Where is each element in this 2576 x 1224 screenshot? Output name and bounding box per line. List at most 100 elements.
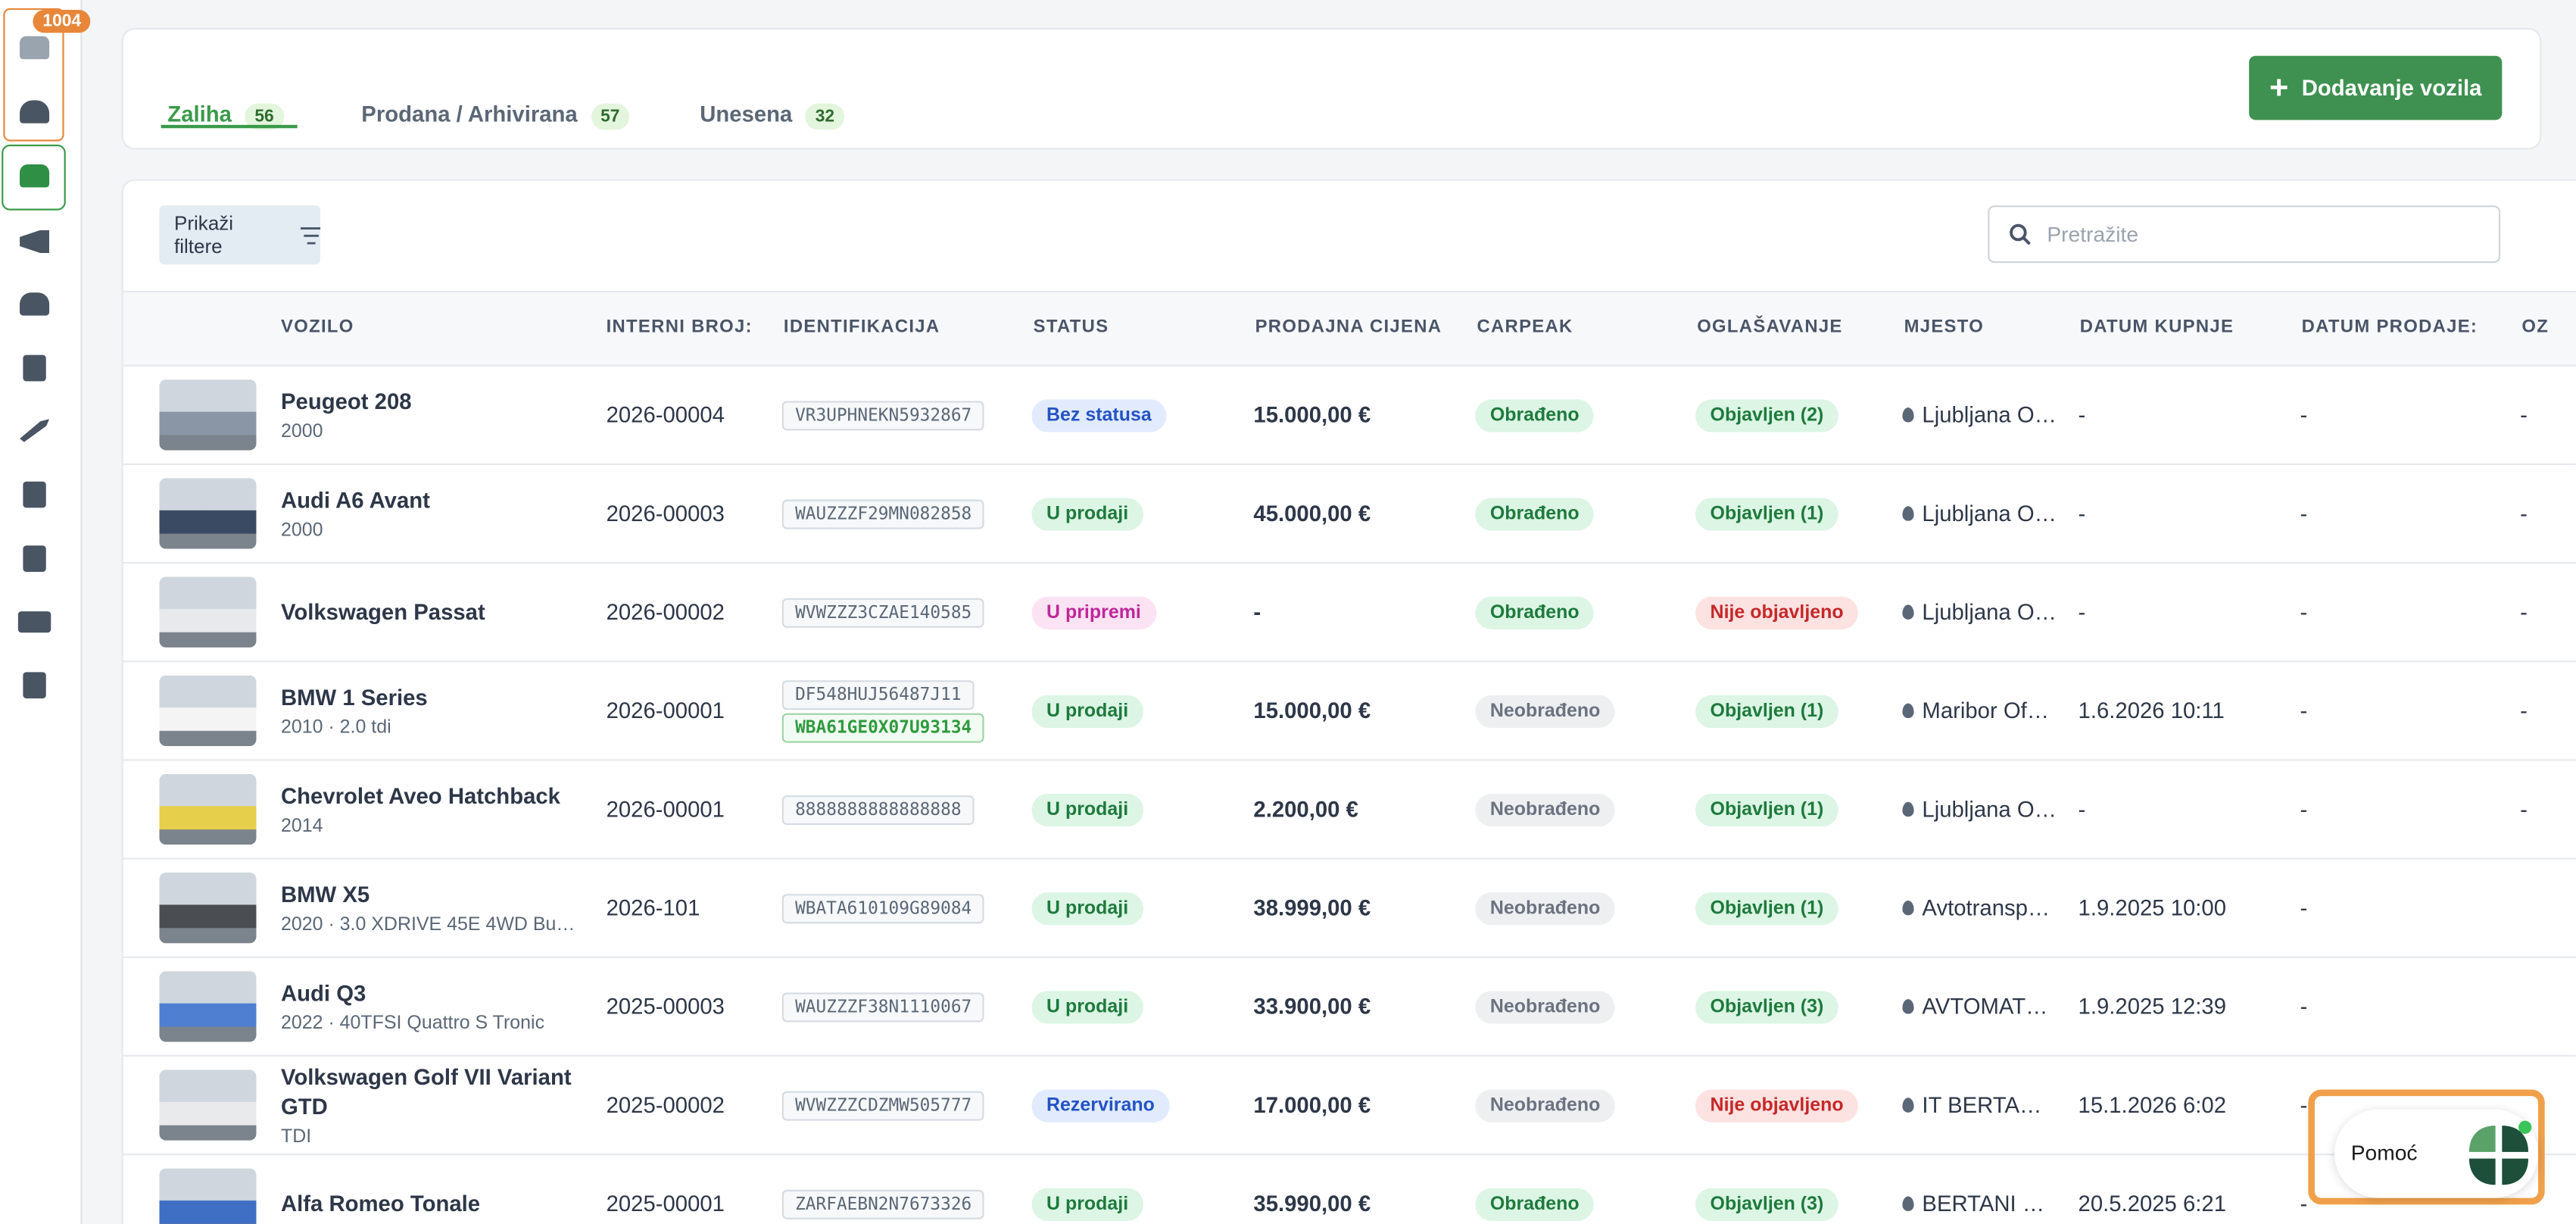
ads-pill: Objavljen (1) xyxy=(1695,792,1838,826)
vehicle-id: WAUZZZF29MN082858 xyxy=(781,498,985,529)
table-row[interactable]: BMW 1 Series 2010 · 2.0 tdi 2026-00001 DF54… xyxy=(123,662,2576,761)
location: IT BERTA… xyxy=(1902,1093,2078,1117)
nav-icon[interactable] xyxy=(20,230,50,254)
purchase-date: 20.5.2025 6:21 xyxy=(2078,1191,2227,1216)
cell-10: 1.9.2025 10:00 xyxy=(2079,895,2300,920)
cell-1 xyxy=(159,773,281,845)
nav-icon[interactable] xyxy=(20,100,50,123)
vehicle-name: BMW 1 Series xyxy=(281,685,428,710)
vehicle-name: Audi A6 Avant xyxy=(281,488,430,513)
cell-6: 35.990,00 € xyxy=(1253,1191,1475,1216)
nav-icon[interactable] xyxy=(23,672,46,699)
pin-icon xyxy=(1902,999,1914,1014)
cell-10: 20.5.2025 6:21 xyxy=(2079,1191,2300,1216)
table-row[interactable]: Alfa Romeo Tonale 2025-00001 ZARFAEBN2N767… xyxy=(123,1155,2576,1224)
cell-7: Neobrađeno xyxy=(1475,694,1695,728)
sale-date: - xyxy=(2300,501,2308,526)
vehicle-subtitle: TDI xyxy=(281,1127,312,1148)
internal-number: 2025-00001 xyxy=(606,1191,725,1216)
nav-icon[interactable] xyxy=(23,354,46,382)
pin-icon xyxy=(1902,506,1914,521)
column-header: OGLAŠAVANJE xyxy=(1697,317,1843,337)
nav-icon[interactable] xyxy=(17,611,51,633)
cell-11: - xyxy=(2300,1093,2520,1118)
cell-9: Ljubljana O… xyxy=(1902,600,2078,624)
vehicle-subtitle: 2010 · 2.0 tdi xyxy=(281,718,391,738)
cell-2: Alfa Romeo Tonale xyxy=(281,1189,607,1219)
nav-icon[interactable] xyxy=(23,481,46,508)
cell-4: WBATA610109G89084 xyxy=(781,890,1032,926)
nav-icon[interactable] xyxy=(23,545,46,573)
cell-5: U pripremi xyxy=(1031,595,1254,629)
carpeak-pill: Neobrađeno xyxy=(1475,990,1615,1023)
cell-11: - xyxy=(2300,994,2520,1019)
table-row[interactable]: Audi A6 Avant 2000 2026-00003 WAUZZZF29MN08… xyxy=(123,465,2576,564)
pin-icon xyxy=(1902,900,1914,916)
cell-9: Avtotransp… xyxy=(1902,895,2078,920)
location: Avtotransp… xyxy=(1902,895,2078,920)
carpeak-pill: Obrađeno xyxy=(1475,595,1595,629)
nav-icon[interactable] xyxy=(20,36,50,60)
cell-11: - xyxy=(2300,501,2520,526)
cell-3: 2026-00001 xyxy=(607,797,782,822)
cell-5: U prodaji xyxy=(1031,1187,1254,1220)
vehicle-thumbnail xyxy=(159,478,257,549)
cell-1 xyxy=(159,379,281,451)
ads-pill: Nije objavljeno xyxy=(1695,595,1859,629)
cell-2: BMW 1 Series 2010 · 2.0 tdi xyxy=(281,684,607,738)
cell-4: WAUZZZF29MN082858 xyxy=(781,495,1032,532)
search-input[interactable]: Pretražite xyxy=(1988,205,2501,264)
nav-icon[interactable] xyxy=(20,292,50,316)
pin-icon xyxy=(1902,604,1914,620)
nav-icon[interactable] xyxy=(20,419,50,442)
plus-icon: + xyxy=(2269,70,2289,106)
filter-button[interactable]: Prikaži filtere xyxy=(159,205,321,265)
cell-10: - xyxy=(2079,501,2300,526)
purchase-date: - xyxy=(2078,599,2086,625)
sale-date: - xyxy=(2300,599,2308,625)
carpeak-pill: Neobrađeno xyxy=(1475,792,1615,826)
table-row[interactable]: BMW X5 2020 · 3.0 XDRIVE 45E 4WD Busi… 202… xyxy=(123,860,2576,958)
column-header: OZ xyxy=(2521,317,2549,337)
help-widget[interactable]: Pomoć xyxy=(2334,1109,2539,1198)
cell-6: 38.999,00 € xyxy=(1253,895,1475,920)
cell-12: - xyxy=(2520,797,2576,822)
location-text: Ljubljana O… xyxy=(1922,402,2057,428)
cell-8: Nije objavljeno xyxy=(1695,1088,1902,1122)
column-header: PRODAJNA CIJENA xyxy=(1255,317,1442,337)
add-vehicle-button[interactable]: + Dodavanje vozila xyxy=(2249,55,2503,120)
location-text: Maribor Of… xyxy=(1922,698,2050,723)
help-logo xyxy=(2468,1120,2532,1185)
cell-6: 17.000,00 € xyxy=(1253,1093,1475,1118)
cell-2: Chevrolet Aveo Hatchback 2014 xyxy=(281,782,607,836)
internal-number: 2026-00001 xyxy=(606,698,725,723)
table-row[interactable]: Chevrolet Aveo Hatchback 2014 2026-00001 88… xyxy=(123,761,2576,860)
cell-8: Objavljen (3) xyxy=(1695,1187,1902,1220)
location: AVTOMAT… xyxy=(1902,994,2078,1019)
pin-icon xyxy=(1902,407,1914,423)
cell-3: 2026-00001 xyxy=(607,698,782,723)
cell-1 xyxy=(159,576,281,648)
purchase-date: 1.6.2026 10:11 xyxy=(2078,698,2225,723)
cell-6: 15.000,00 € xyxy=(1253,698,1475,723)
tabs-card: Zaliha 56 Prodana / Arhivirana 57 Unesena 32 … xyxy=(121,27,2542,150)
purchase-date: 1.9.2025 10:00 xyxy=(2078,895,2227,920)
cell-8: Objavljen (1) xyxy=(1695,891,1902,925)
table-row[interactable]: Audi Q3 2022 · 40TFSI Quattro S Tronic 202… xyxy=(123,958,2576,1057)
pin-icon xyxy=(1902,801,1914,817)
table-row[interactable]: Volkswagen Passat 2026-00002 WVWZZZ3CZAE14… xyxy=(123,564,2576,663)
cell-2: Volkswagen Golf VII Variant GTD TDI xyxy=(281,1063,607,1148)
table-row[interactable]: Volkswagen Golf VII Variant GTD TDI 2025-0… xyxy=(123,1057,2576,1156)
tab[interactable]: Unesena 32 xyxy=(700,102,845,130)
vehicle-name: Volkswagen Passat xyxy=(281,598,485,624)
table-row[interactable]: Peugeot 208 2000 2026-00004 VR3UPHNEKN59328… xyxy=(123,367,2576,465)
nav-icon[interactable] xyxy=(20,164,50,188)
tab[interactable]: Prodana / Arhivirana 57 xyxy=(361,102,630,130)
status-pill: U prodaji xyxy=(1031,792,1143,826)
cell-5: U prodaji xyxy=(1031,990,1254,1023)
column-header: IDENTIFIKACIJA xyxy=(783,317,940,337)
active-tab-underline xyxy=(161,124,298,129)
cell-9: Ljubljana O… xyxy=(1902,402,2078,428)
oz-value: - xyxy=(2520,797,2528,822)
